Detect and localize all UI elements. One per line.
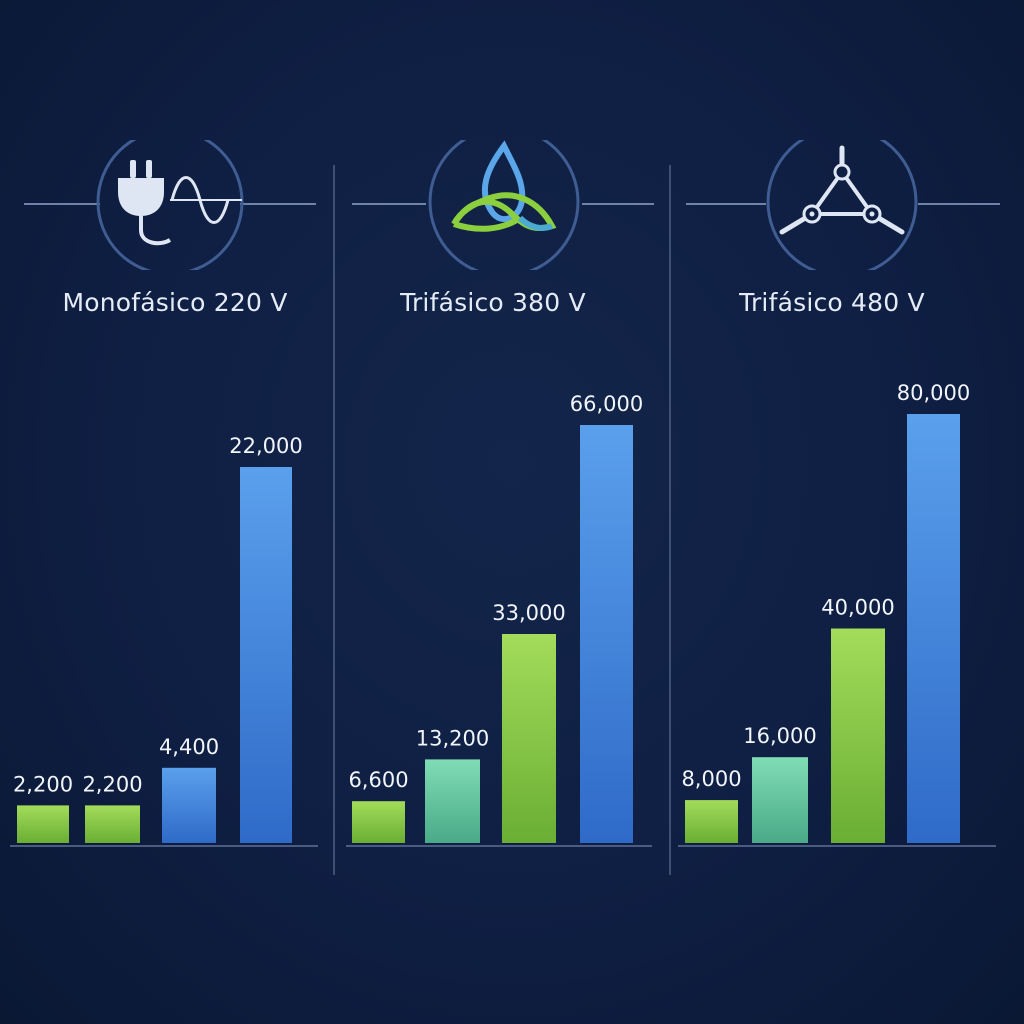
data-label: 16,000	[743, 724, 816, 748]
bar	[162, 767, 216, 843]
bar	[85, 805, 140, 843]
panel-title: Trifásico 380 V	[400, 288, 586, 317]
data-label: 13,200	[416, 726, 489, 750]
data-label: 22,000	[229, 434, 302, 458]
panel-title: Trifásico 480 V	[739, 288, 925, 317]
bar	[17, 805, 69, 843]
data-label: 2,200	[82, 772, 142, 796]
chart-2: 6,600 13,200 33,000 66,000	[346, 392, 652, 847]
data-label: 2,200	[13, 772, 73, 796]
bar	[831, 628, 885, 843]
plug-sine-wave-icon	[24, 140, 316, 270]
bar	[685, 800, 738, 843]
data-label: 66,000	[570, 392, 643, 416]
bar	[580, 425, 633, 843]
icon-ring	[96, 140, 244, 270]
data-label: 6,600	[348, 768, 408, 792]
bar	[240, 467, 292, 843]
panel-divider-2	[669, 165, 671, 875]
data-label: 33,000	[492, 601, 565, 625]
data-label: 80,000	[897, 381, 970, 405]
three-phase-triangle-icon	[686, 140, 1000, 270]
data-label: 4,400	[159, 735, 219, 759]
panel-divider-1	[333, 165, 335, 875]
chart-1: 2,200 2,200 4,400 22,000	[10, 434, 318, 847]
bar	[502, 634, 556, 843]
bar	[352, 801, 405, 843]
bar	[752, 757, 808, 843]
bar	[425, 759, 480, 843]
bar	[907, 414, 960, 843]
triquetra-drop-icon	[352, 140, 654, 270]
panel-title: Monofásico 220 V	[62, 288, 288, 317]
data-label: 40,000	[821, 596, 894, 620]
data-label: 8,000	[681, 767, 741, 791]
